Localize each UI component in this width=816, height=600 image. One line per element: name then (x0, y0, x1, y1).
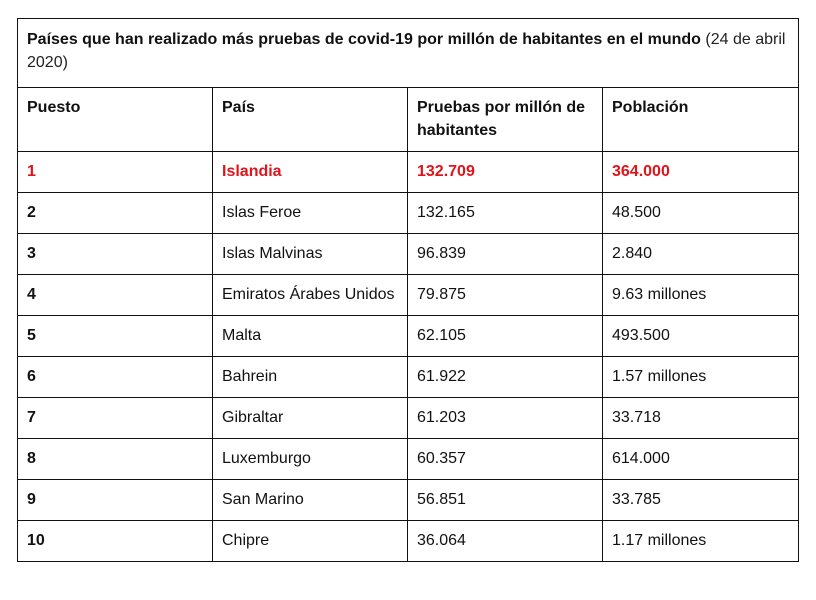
country-cell: San Marino (212, 479, 408, 521)
table-row: 8 Luxemburgo 60.357 614.000 (17, 438, 799, 480)
country-cell: Gibraltar (212, 397, 408, 439)
rank-cell: 5 (17, 315, 213, 357)
rank-cell: 3 (17, 233, 213, 275)
country-cell: Malta (212, 315, 408, 357)
rank-cell: 6 (17, 356, 213, 398)
table-caption: Países que han realizado más pruebas de … (17, 18, 799, 88)
population-cell: 614.000 (602, 438, 799, 480)
population-cell: 1.17 millones (602, 520, 799, 562)
header-rank: Puesto (17, 87, 213, 152)
population-cell: 9.63 millones (602, 274, 799, 316)
country-cell: Bahrein (212, 356, 408, 398)
population-cell: 493.500 (602, 315, 799, 357)
population-cell: 33.785 (602, 479, 799, 521)
table-row: 2 Islas Feroe 132.165 48.500 (17, 192, 799, 234)
header-tests: Pruebas por millón de habitantes (407, 87, 603, 152)
rank-cell: 4 (17, 274, 213, 316)
population-cell: 33.718 (602, 397, 799, 439)
table-row: 10 Chipre 36.064 1.17 millones (17, 520, 799, 562)
tests-cell: 61.203 (407, 397, 603, 439)
tests-cell: 62.105 (407, 315, 603, 357)
table-row: 7 Gibraltar 61.203 33.718 (17, 397, 799, 439)
population-cell: 364.000 (602, 151, 799, 193)
tests-cell: 132.165 (407, 192, 603, 234)
population-cell: 1.57 millones (602, 356, 799, 398)
table-row: 5 Malta 62.105 493.500 (17, 315, 799, 357)
table-row: 9 San Marino 56.851 33.785 (17, 479, 799, 521)
tests-cell: 96.839 (407, 233, 603, 275)
header-population: Población (602, 87, 799, 152)
tests-cell: 60.357 (407, 438, 603, 480)
country-cell: Islas Feroe (212, 192, 408, 234)
population-cell: 48.500 (602, 192, 799, 234)
covid-tests-table: Países que han realizado más pruebas de … (17, 18, 799, 562)
country-cell: Emiratos Árabes Unidos (212, 274, 408, 316)
country-cell: Chipre (212, 520, 408, 562)
header-country: País (212, 87, 408, 152)
rank-cell: 1 (17, 151, 213, 193)
population-cell: 2.840 (602, 233, 799, 275)
table-row: 4 Emiratos Árabes Unidos 79.875 9.63 mil… (17, 274, 799, 316)
rank-cell: 8 (17, 438, 213, 480)
caption-title: Países que han realizado más pruebas de … (27, 31, 701, 48)
rank-cell: 10 (17, 520, 213, 562)
tests-cell: 56.851 (407, 479, 603, 521)
table-row: 3 Islas Malvinas 96.839 2.840 (17, 233, 799, 275)
rank-cell: 9 (17, 479, 213, 521)
rank-cell: 7 (17, 397, 213, 439)
tests-cell: 36.064 (407, 520, 603, 562)
caption-date: (24 de abril 2020) (27, 31, 786, 71)
tests-cell: 61.922 (407, 356, 603, 398)
country-cell: Luxemburgo (212, 438, 408, 480)
country-cell: Islas Malvinas (212, 233, 408, 275)
caption-row: Países que han realizado más pruebas de … (17, 18, 799, 88)
header-row: Puesto País Pruebas por millón de habita… (17, 87, 799, 152)
table-row: 6 Bahrein 61.922 1.57 millones (17, 356, 799, 398)
table-row: 1 Islandia 132.709 364.000 (17, 151, 799, 193)
tests-cell: 132.709 (407, 151, 603, 193)
tests-cell: 79.875 (407, 274, 603, 316)
rank-cell: 2 (17, 192, 213, 234)
country-cell: Islandia (212, 151, 408, 193)
